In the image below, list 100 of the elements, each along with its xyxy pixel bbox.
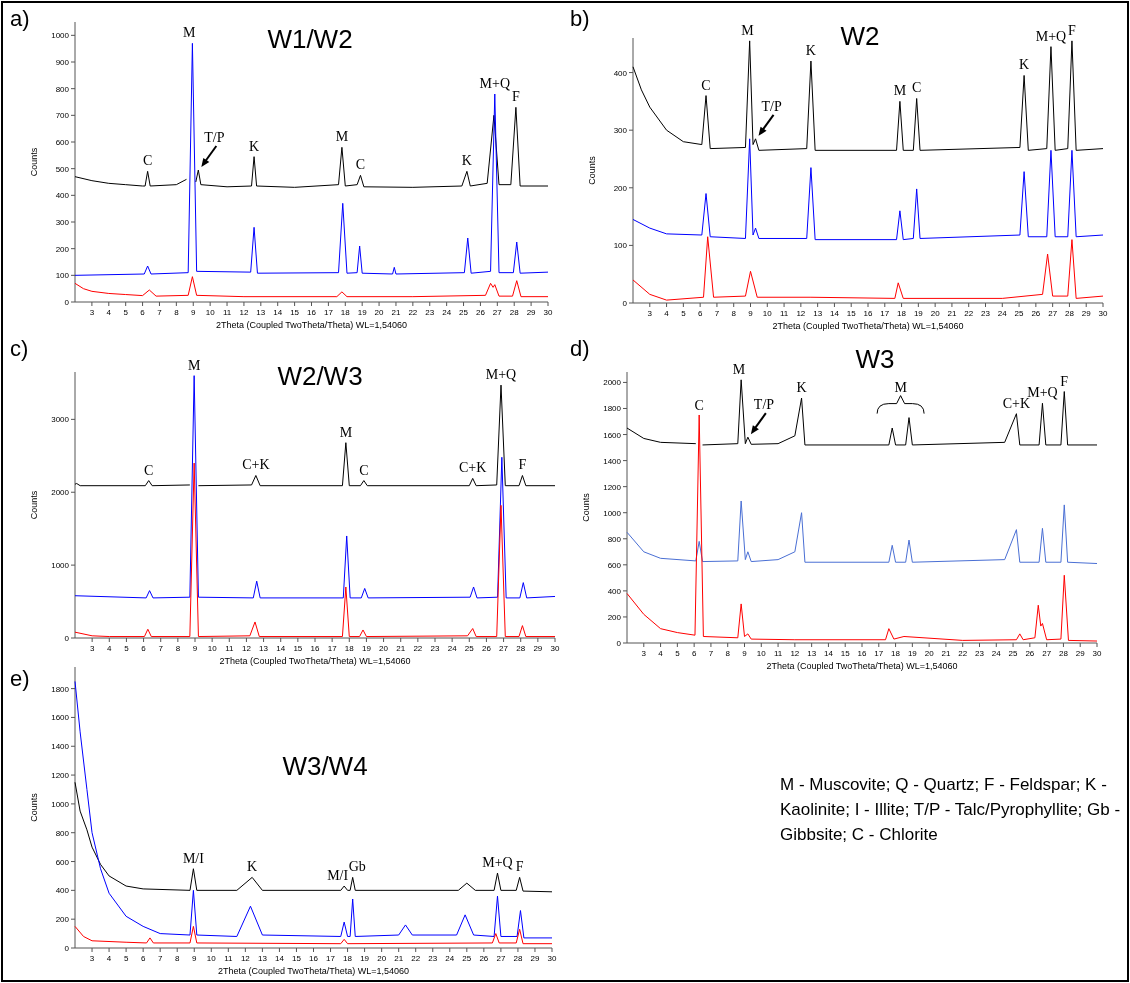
x-tick-label: 19 xyxy=(357,308,368,317)
annotation: M xyxy=(339,424,353,440)
chart-title: W2 xyxy=(840,21,880,51)
x-tick-label: 27 xyxy=(492,308,503,317)
x-tick-label: 9 xyxy=(742,649,748,658)
x-tick-label: 23 xyxy=(430,644,440,653)
x-tick-label: 25 xyxy=(1008,649,1019,658)
x-tick-label: 7 xyxy=(158,644,164,653)
annotation: C+K xyxy=(459,460,487,476)
x-tick-label: 24 xyxy=(447,644,458,653)
x-tick-label: 5 xyxy=(681,309,687,318)
x-tick-label: 20 xyxy=(930,309,941,318)
x-tick-label: 3 xyxy=(89,644,95,653)
x-tick-label: 24 xyxy=(997,309,1008,318)
x-tick-label: 4 xyxy=(658,649,664,658)
x-tick-label: 12 xyxy=(796,309,806,318)
x-tick-label: 22 xyxy=(411,954,421,963)
x-tick-label: 15 xyxy=(840,649,851,658)
text: e) xyxy=(10,666,30,691)
y-tick-label: 200 xyxy=(55,915,70,925)
y-tick-label: 300 xyxy=(55,218,70,227)
x-tick-label: 24 xyxy=(442,308,452,317)
x-tick-label: 13 xyxy=(256,308,266,317)
y-tick-label: 100 xyxy=(55,271,70,281)
x-tick-label: 18 xyxy=(891,649,901,658)
annotation: M xyxy=(183,25,197,41)
x-tick-label: 17 xyxy=(880,309,890,318)
x-tick-label: 29 xyxy=(530,954,540,963)
x-tick-label: 30 xyxy=(550,644,560,653)
x-tick-label: 16 xyxy=(307,308,317,317)
y-tick-label: 600 xyxy=(55,857,70,867)
x-tick-label: 26 xyxy=(1031,309,1041,318)
y-axis-title: Counts xyxy=(29,147,39,177)
text: d) xyxy=(570,336,590,361)
x-tick-label: 17 xyxy=(326,954,336,963)
x-tick-label: 29 xyxy=(1075,649,1086,658)
annotation: M xyxy=(732,361,746,377)
x-tick-label: 27 xyxy=(1042,649,1052,658)
annotation: K xyxy=(247,859,258,875)
y-tick-label: 1600 xyxy=(51,713,70,723)
x-tick-label: 24 xyxy=(991,649,1002,658)
x-tick-label: 30 xyxy=(547,954,557,963)
x-tick-label: 30 xyxy=(543,308,553,317)
chart-title: W2/W3 xyxy=(277,361,363,391)
annotation: M/I xyxy=(182,850,205,866)
x-tick-label: 12 xyxy=(240,954,251,963)
x-tick-label: 19 xyxy=(913,309,924,318)
x-tick-label: 14 xyxy=(276,644,286,653)
x-tick-label: 8 xyxy=(725,649,731,658)
x-tick-label: 6 xyxy=(691,649,697,658)
x-tick-label: 7 xyxy=(708,649,714,658)
text: c) xyxy=(10,336,29,361)
annotation: M xyxy=(187,357,201,373)
x-tick-label: 8 xyxy=(731,309,737,318)
x-tick-label: 29 xyxy=(526,308,537,317)
x-tick-label: 20 xyxy=(924,649,935,658)
x-tick-label: 26 xyxy=(481,644,492,653)
x-tick-label: 28 xyxy=(1058,649,1069,658)
y-tick-label: 0 xyxy=(616,639,622,648)
x-tick-label: 21 xyxy=(394,954,404,963)
line-series xyxy=(74,781,553,893)
line-series xyxy=(626,500,1098,565)
annotation: M+Q xyxy=(1027,385,1058,401)
x-tick-label: 7 xyxy=(157,954,163,963)
annotation: C xyxy=(142,153,153,169)
annotation: F xyxy=(518,457,527,473)
x-tick-label: 20 xyxy=(379,644,389,653)
annotation: C+K xyxy=(242,457,270,473)
x-tick-label: 15 xyxy=(846,309,857,318)
annotation: M xyxy=(741,22,755,38)
x-tick-label: 11 xyxy=(773,649,783,658)
x-tick-label: 15 xyxy=(290,308,300,317)
annotation: C xyxy=(355,157,366,173)
annotation: M+Q xyxy=(1035,28,1067,44)
y-tick-label: 1000 xyxy=(51,799,70,809)
x-tick-label: 21 xyxy=(947,309,957,318)
x-tick-label: 5 xyxy=(123,308,129,317)
x-tick-label: 23 xyxy=(975,649,985,658)
x-tick-label: 19 xyxy=(360,954,370,963)
chart-title: W1/W2 xyxy=(267,24,353,54)
x-tick-label: 17 xyxy=(874,649,884,658)
x-tick-label: 5 xyxy=(675,649,681,658)
x-tick-label: 12 xyxy=(239,308,249,317)
annotation: F xyxy=(1068,22,1077,38)
x-tick-label: 5 xyxy=(123,954,129,963)
x-tick-label: 27 xyxy=(499,644,509,653)
x-tick-label: 21 xyxy=(391,308,401,317)
x-tick-label: 26 xyxy=(1025,649,1035,658)
text: a) xyxy=(10,6,30,31)
x-tick-label: 19 xyxy=(361,644,372,653)
x-tick-label: 18 xyxy=(897,309,907,318)
x-tick-label: 4 xyxy=(107,644,113,653)
y-tick-label: 800 xyxy=(55,84,70,94)
y-tick-label: 400 xyxy=(607,586,622,596)
line-series xyxy=(74,925,553,945)
x-tick-label: 16 xyxy=(309,954,319,963)
y-tick-label: 700 xyxy=(55,111,70,121)
x-tick-label: 4 xyxy=(106,954,112,963)
x-tick-label: 14 xyxy=(823,649,834,658)
x-tick-label: 17 xyxy=(327,644,338,653)
